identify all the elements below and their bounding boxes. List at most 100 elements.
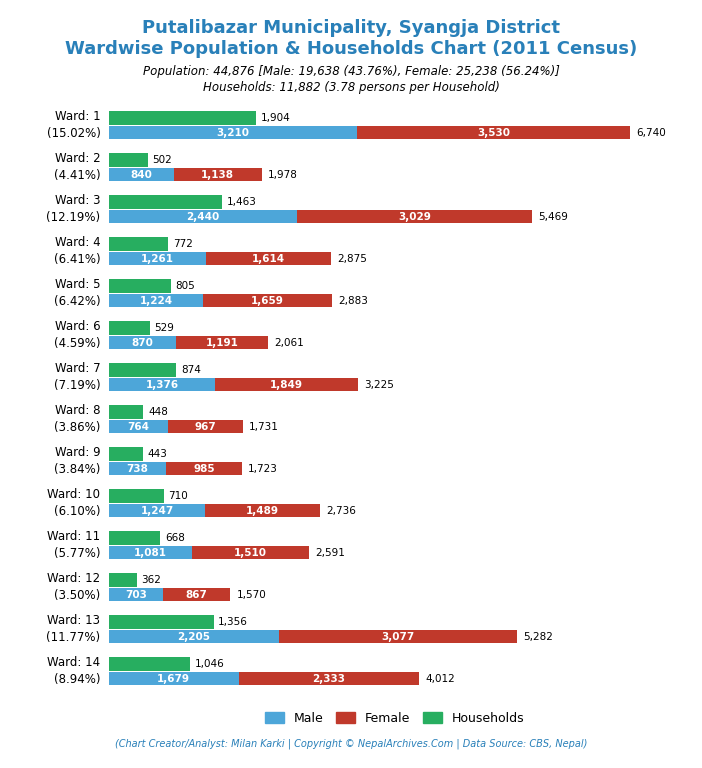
Text: 448: 448 <box>148 407 168 417</box>
Text: 3,029: 3,029 <box>398 212 431 222</box>
Text: 3,225: 3,225 <box>364 379 395 389</box>
Text: 1,614: 1,614 <box>252 253 285 263</box>
Text: 2,875: 2,875 <box>337 253 367 263</box>
Text: 1,261: 1,261 <box>141 253 174 263</box>
Text: 2,440: 2,440 <box>187 212 220 222</box>
Bar <box>109 573 137 587</box>
Bar <box>109 363 176 376</box>
Bar <box>109 489 164 502</box>
Bar <box>109 672 239 685</box>
Bar <box>109 462 166 475</box>
Bar <box>166 462 242 475</box>
Text: 840: 840 <box>131 170 152 180</box>
Bar <box>279 630 517 644</box>
Text: 703: 703 <box>125 590 147 600</box>
Bar <box>109 447 143 461</box>
Bar <box>168 420 243 433</box>
Bar <box>239 672 419 685</box>
Text: 3,077: 3,077 <box>382 631 415 641</box>
Text: 1,904: 1,904 <box>260 113 291 123</box>
Bar <box>216 378 358 392</box>
Bar <box>357 126 630 139</box>
Text: 967: 967 <box>194 422 216 432</box>
Bar <box>109 111 256 124</box>
Text: 668: 668 <box>165 533 185 543</box>
Bar <box>109 195 222 209</box>
Text: 874: 874 <box>181 365 201 375</box>
Text: 1,723: 1,723 <box>249 464 278 474</box>
Text: 3,530: 3,530 <box>477 127 510 137</box>
Text: 1,510: 1,510 <box>234 548 267 558</box>
Bar <box>109 321 150 335</box>
Bar <box>109 378 216 392</box>
Bar <box>109 615 213 628</box>
Text: 502: 502 <box>152 155 172 165</box>
Text: Population: 44,876 [Male: 19,638 (43.76%), Female: 25,238 (56.24%)]: Population: 44,876 [Male: 19,638 (43.76%… <box>143 65 559 78</box>
Text: 2,591: 2,591 <box>315 548 345 558</box>
Bar <box>109 531 161 545</box>
Text: 6,740: 6,740 <box>636 127 666 137</box>
Bar <box>176 336 268 349</box>
Text: 2,883: 2,883 <box>338 296 368 306</box>
Bar <box>205 504 320 518</box>
Text: 1,356: 1,356 <box>218 617 249 627</box>
Bar <box>109 588 163 601</box>
Text: 870: 870 <box>131 338 153 348</box>
Text: 1,659: 1,659 <box>251 296 284 306</box>
Text: 1,679: 1,679 <box>157 674 190 684</box>
Bar <box>109 126 357 139</box>
Bar <box>109 630 279 644</box>
Text: 1,849: 1,849 <box>270 379 303 389</box>
Text: 1,247: 1,247 <box>140 505 173 515</box>
Bar <box>109 504 205 518</box>
Bar <box>109 657 190 670</box>
Bar <box>109 252 206 265</box>
Text: (Chart Creator/Analyst: Milan Karki | Copyright © NepalArchives.Com | Data Sourc: (Chart Creator/Analyst: Milan Karki | Co… <box>115 738 587 749</box>
Text: 1,463: 1,463 <box>227 197 256 207</box>
Text: 1,138: 1,138 <box>201 170 234 180</box>
Text: 772: 772 <box>173 239 193 249</box>
Text: 1,081: 1,081 <box>134 548 167 558</box>
Text: 985: 985 <box>193 464 215 474</box>
Text: 2,205: 2,205 <box>178 631 211 641</box>
Bar <box>109 279 171 293</box>
Bar <box>109 237 168 250</box>
Bar <box>109 420 168 433</box>
Text: 443: 443 <box>147 449 168 458</box>
Text: 362: 362 <box>141 574 161 584</box>
Text: 1,224: 1,224 <box>140 296 173 306</box>
Text: 5,469: 5,469 <box>538 212 568 222</box>
Text: 1,570: 1,570 <box>237 590 266 600</box>
Bar <box>174 168 262 181</box>
Text: 5,282: 5,282 <box>524 631 553 641</box>
Text: 2,333: 2,333 <box>312 674 345 684</box>
Text: 1,046: 1,046 <box>194 659 224 669</box>
Text: 805: 805 <box>176 281 195 291</box>
Bar <box>206 252 331 265</box>
Text: 529: 529 <box>154 323 174 333</box>
Text: 2,061: 2,061 <box>274 338 304 348</box>
Bar <box>109 210 298 223</box>
Text: 1,731: 1,731 <box>249 422 279 432</box>
Bar <box>109 336 176 349</box>
Text: 1,191: 1,191 <box>206 338 239 348</box>
Bar <box>109 546 192 559</box>
Legend: Male, Female, Households: Male, Female, Households <box>260 707 529 730</box>
Text: 710: 710 <box>168 491 188 501</box>
Bar <box>163 588 230 601</box>
Bar <box>109 153 147 167</box>
Bar <box>298 210 531 223</box>
Text: Wardwise Population & Households Chart (2011 Census): Wardwise Population & Households Chart (… <box>65 40 637 58</box>
Bar <box>109 168 174 181</box>
Text: 1,978: 1,978 <box>268 170 298 180</box>
Text: 3,210: 3,210 <box>216 127 249 137</box>
Text: 764: 764 <box>127 422 150 432</box>
Text: 738: 738 <box>126 464 148 474</box>
Text: Putalibazar Municipality, Syangja District: Putalibazar Municipality, Syangja Distri… <box>142 19 560 37</box>
Bar <box>109 405 143 419</box>
Text: 2,736: 2,736 <box>326 505 357 515</box>
Bar <box>204 294 332 307</box>
Text: 1,376: 1,376 <box>145 379 178 389</box>
Bar <box>109 294 204 307</box>
Text: 1,489: 1,489 <box>246 505 279 515</box>
